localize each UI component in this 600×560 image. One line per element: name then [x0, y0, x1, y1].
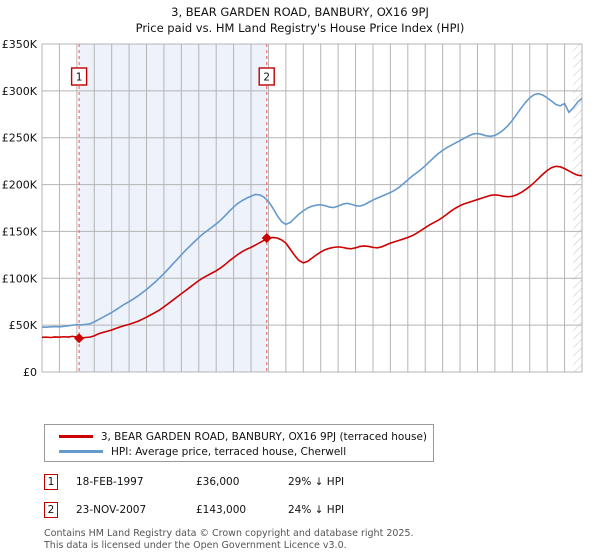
svg-text:1: 1 — [76, 72, 83, 84]
svg-text:£200K: £200K — [2, 179, 38, 192]
page-title: 3, BEAR GARDEN ROAD, BANBURY, OX16 9PJ — [171, 5, 429, 19]
svg-text:£250K: £250K — [2, 132, 38, 145]
sale-point-markers — [74, 232, 272, 344]
legend-swatch-hpi — [59, 450, 103, 453]
price-history-chart: £0£50K£100K£150K£200K£250K£300K£350K 199… — [2, 38, 583, 378]
sale-hpi-delta: 24% ↓ HPI — [288, 504, 345, 516]
legend-item-hpi: HPI: Average price, terraced house, Cher… — [51, 444, 427, 459]
legend-swatch-price-paid — [59, 435, 93, 438]
page-subtitle: Price paid vs. HM Land Registry's House … — [135, 21, 465, 35]
sale-date: 18-FEB-1997 — [76, 476, 144, 488]
licence-footer: Contains HM Land Registry data © Crown c… — [44, 528, 584, 551]
sale-price: £36,000 — [196, 476, 240, 488]
svg-text:2: 2 — [263, 72, 270, 84]
footer-line-2: This data is licensed under the Open Gov… — [44, 539, 347, 551]
svg-text:£300K: £300K — [2, 85, 38, 98]
svg-text:£350K: £350K — [2, 38, 38, 51]
sale-hpi-delta: 29% ↓ HPI — [288, 476, 345, 488]
sale-index-badge: 2 — [44, 502, 58, 518]
svg-text:£150K: £150K — [2, 225, 38, 238]
sale-index-badge: 1 — [44, 474, 58, 490]
chart-series-group — [42, 92, 582, 339]
footer-line-1: Contains HM Land Registry data © Crown c… — [44, 528, 414, 539]
chart-title-block: 3, BEAR GARDEN ROAD, BANBURY, OX16 9PJ P… — [0, 0, 600, 36]
svg-text:£0: £0 — [23, 366, 37, 378]
svg-text:£50K: £50K — [9, 319, 38, 332]
chart-gridlines — [41, 43, 583, 373]
legend-item-price-paid: 3, BEAR GARDEN ROAD, BANBURY, OX16 9PJ (… — [51, 429, 427, 444]
sale-date-markers — [78, 44, 268, 372]
sale-record-row: 1 18-FEB-1997 £36,000 29% ↓ HPI — [44, 472, 344, 492]
legend-label-price-paid: 3, BEAR GARDEN ROAD, BANBURY, OX16 9PJ (… — [100, 430, 427, 443]
chart-legend: 3, BEAR GARDEN ROAD, BANBURY, OX16 9PJ (… — [44, 424, 434, 462]
y-axis-labels: £0 £50K £100K £150K £200K £250K £300K £350K — [2, 38, 38, 378]
svg-text:£100K: £100K — [2, 272, 38, 285]
legend-label-hpi: HPI: Average price, terraced house, Cher… — [111, 445, 347, 458]
sale-date: 23-NOV-2007 — [76, 504, 147, 516]
sale-record-row: 2 23-NOV-2007 £143,000 24% ↓ HPI — [44, 500, 344, 520]
provisional-data-hatch — [573, 44, 582, 372]
chart-area: £0£50K£100K£150K£200K£250K£300K£350K 199… — [0, 38, 600, 378]
sale-period-band — [79, 44, 267, 372]
sale-price: £143,000 — [196, 504, 247, 516]
